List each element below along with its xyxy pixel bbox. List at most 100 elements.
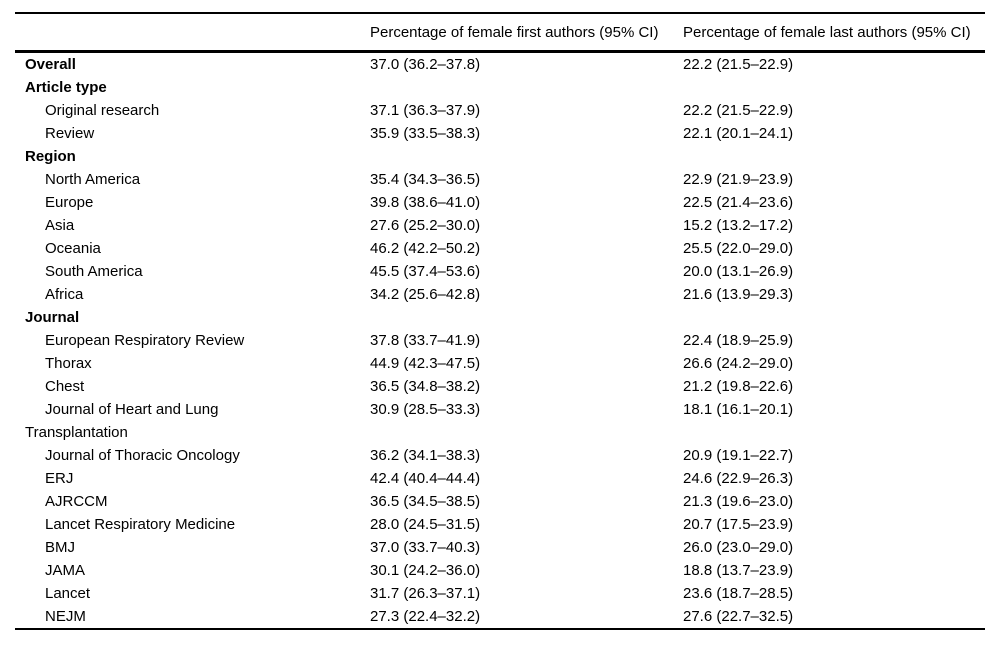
table-row: JAMA 30.1 (24.2–36.0) 18.8 (13.7–23.9)	[15, 559, 985, 582]
first-authors-value: 45.5 (37.4–53.6)	[370, 263, 481, 280]
table-row: Article type	[15, 76, 985, 99]
row-label: Oceania	[45, 240, 101, 257]
table-row: AJRCCM 36.5 (34.5–38.5) 21.3 (19.6–23.0)	[15, 490, 985, 513]
row-label: Overall	[25, 56, 76, 73]
column-header-label	[15, 13, 370, 53]
table-row: NEJM 27.3 (22.4–32.2) 27.6 (22.7–32.5)	[15, 605, 985, 629]
first-authors-value: 37.8 (33.7–41.9)	[370, 332, 481, 349]
header-row: Percentage of female first authors (95% …	[15, 13, 985, 53]
first-authors-value: 36.2 (34.1–38.3)	[370, 447, 481, 464]
row-label: Journal of Thoracic Oncology	[45, 447, 240, 464]
first-authors-value: 30.1 (24.2–36.0)	[370, 562, 481, 579]
first-authors-value: 27.6 (25.2–30.0)	[370, 217, 481, 234]
first-authors-value: 34.2 (25.6–42.8)	[370, 286, 481, 303]
first-authors-value: 37.0 (36.2–37.8)	[370, 56, 481, 73]
table-row: Chest 36.5 (34.8–38.2) 21.2 (19.8–22.6)	[15, 375, 985, 398]
table-row: Review 35.9 (33.5–38.3) 22.1 (20.1–24.1)	[15, 122, 985, 145]
last-authors-value: 22.4 (18.9–25.9)	[683, 332, 794, 349]
table-row: ERJ 42.4 (40.4–44.4) 24.6 (22.9–26.3)	[15, 467, 985, 490]
first-authors-value: 36.5 (34.8–38.2)	[370, 378, 481, 395]
last-authors-value: 22.9 (21.9–23.9)	[683, 171, 794, 188]
column-header-first-authors: Percentage of female first authors (95% …	[370, 13, 683, 53]
row-label: AJRCCM	[45, 493, 108, 510]
last-authors-value: 20.9 (19.1–22.7)	[683, 447, 794, 464]
last-authors-value: 18.8 (13.7–23.9)	[683, 562, 794, 579]
first-authors-value: 36.5 (34.5–38.5)	[370, 493, 481, 510]
table-row: Africa 34.2 (25.6–42.8) 21.6 (13.9–29.3)	[15, 283, 985, 306]
last-authors-value: 23.6 (18.7–28.5)	[683, 585, 794, 602]
last-authors-value: 22.5 (21.4–23.6)	[683, 194, 794, 211]
row-label: Europe	[45, 194, 94, 211]
first-authors-value: 30.9 (28.5–33.3)	[370, 401, 481, 418]
first-authors-value	[370, 76, 683, 99]
row-label: Original research	[45, 102, 160, 119]
first-authors-value: 46.2 (42.2–50.2)	[370, 240, 481, 257]
column-header-last-authors: Percentage of female last authors (95% C…	[683, 13, 985, 53]
first-authors-value: 35.4 (34.3–36.5)	[370, 171, 481, 188]
first-authors-value	[370, 306, 683, 329]
table-row: Europe 39.8 (38.6–41.0) 22.5 (21.4–23.6)	[15, 191, 985, 214]
last-authors-value	[683, 145, 985, 168]
first-authors-value: 44.9 (42.3–47.5)	[370, 355, 481, 372]
table-row: Region	[15, 145, 985, 168]
last-authors-value: 22.1 (20.1–24.1)	[683, 125, 794, 142]
table-row: Overall 37.0 (36.2–37.8) 22.2 (21.5–22.9)	[15, 52, 985, 77]
last-authors-value: 20.7 (17.5–23.9)	[683, 516, 794, 533]
row-label: Region	[25, 148, 76, 165]
first-authors-value: 39.8 (38.6–41.0)	[370, 194, 481, 211]
table-row: Oceania 46.2 (42.2–50.2) 25.5 (22.0–29.0)	[15, 237, 985, 260]
table-row: Journal of Thoracic Oncology 36.2 (34.1–3…	[15, 444, 985, 467]
first-authors-value	[370, 145, 683, 168]
table-row: Lancet 31.7 (26.3–37.1) 23.6 (18.7–28.5)	[15, 582, 985, 605]
first-authors-value: 37.1 (36.3–37.9)	[370, 102, 481, 119]
row-label: Review	[45, 125, 95, 142]
last-authors-value: 21.3 (19.6–23.0)	[683, 493, 794, 510]
first-authors-value: 31.7 (26.3–37.1)	[370, 585, 481, 602]
female-authorship-table: Percentage of female first authors (95% …	[15, 12, 985, 630]
last-authors-value: 18.1 (16.1–20.1)	[683, 401, 794, 418]
row-label: Journal of Heart and Lung Transplantatio…	[25, 401, 219, 441]
last-authors-value: 20.0 (13.1–26.9)	[683, 263, 794, 280]
table-row: Thorax 44.9 (42.3–47.5) 26.6 (24.2–29.0)	[15, 352, 985, 375]
table-row: Original research 37.1 (36.3–37.9) 22.2 (2…	[15, 99, 985, 122]
last-authors-value: 22.2 (21.5–22.9)	[683, 56, 794, 73]
row-label: European Respiratory Review	[45, 332, 245, 349]
last-authors-value: 15.2 (13.2–17.2)	[683, 217, 794, 234]
last-authors-value: 27.6 (22.7–32.5)	[683, 608, 794, 625]
table-row: Journal	[15, 306, 985, 329]
last-authors-value: 21.2 (19.8–22.6)	[683, 378, 794, 395]
first-authors-value: 27.3 (22.4–32.2)	[370, 608, 481, 625]
last-authors-value	[683, 76, 985, 99]
row-label: Africa	[45, 286, 84, 303]
row-label: Lancet	[45, 585, 91, 602]
row-label: BMJ	[45, 539, 75, 556]
row-label: Lancet Respiratory Medicine	[45, 516, 236, 533]
first-authors-value: 42.4 (40.4–44.4)	[370, 470, 481, 487]
table-row: Asia 27.6 (25.2–30.0) 15.2 (13.2–17.2)	[15, 214, 985, 237]
row-label: Chest	[45, 378, 85, 395]
last-authors-value	[683, 306, 985, 329]
column-header-first-authors-text: Percentage of female first authors (95% …	[370, 24, 659, 41]
first-authors-value: 35.9 (33.5–38.3)	[370, 125, 481, 142]
last-authors-value: 24.6 (22.9–26.3)	[683, 470, 794, 487]
row-label: Thorax	[45, 355, 92, 372]
last-authors-value: 26.0 (23.0–29.0)	[683, 539, 794, 556]
row-label: South America	[45, 263, 143, 280]
table-body: Overall 37.0 (36.2–37.8) 22.2 (21.5–22.9) A…	[15, 52, 985, 630]
last-authors-value: 26.6 (24.2–29.0)	[683, 355, 794, 372]
table-row: BMJ 37.0 (33.7–40.3) 26.0 (23.0–29.0)	[15, 536, 985, 559]
row-label: Asia	[45, 217, 75, 234]
column-header-last-authors-text: Percentage of female last authors (95% C…	[683, 24, 971, 41]
first-authors-value: 37.0 (33.7–40.3)	[370, 539, 481, 556]
last-authors-value: 25.5 (22.0–29.0)	[683, 240, 794, 257]
table-row: Journal of Heart and Lung Transplantatio…	[15, 398, 985, 444]
row-label: NEJM	[45, 608, 86, 625]
last-authors-value: 21.6 (13.9–29.3)	[683, 286, 794, 303]
first-authors-value: 28.0 (24.5–31.5)	[370, 516, 481, 533]
table-row: Lancet Respiratory Medicine 28.0 (24.5–31…	[15, 513, 985, 536]
row-label: ERJ	[45, 470, 74, 487]
table-row: North America 35.4 (34.3–36.5) 22.9 (21.9–…	[15, 168, 985, 191]
last-authors-value: 22.2 (21.5–22.9)	[683, 102, 794, 119]
row-label: Article type	[25, 79, 107, 96]
